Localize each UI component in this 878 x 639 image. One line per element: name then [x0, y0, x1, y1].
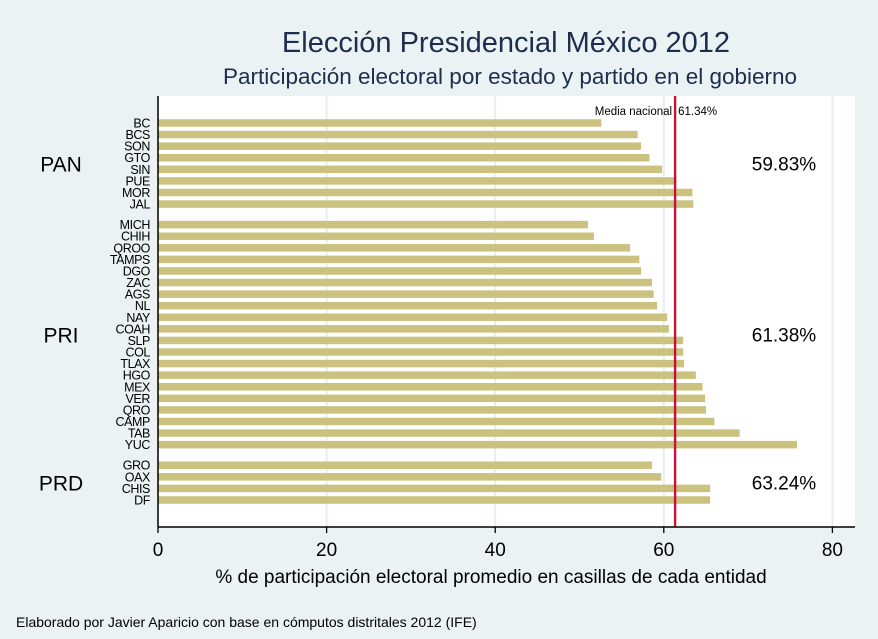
bar-chis: [158, 484, 711, 493]
bar-oax: [158, 473, 662, 481]
x-tick-label: 40: [485, 540, 506, 561]
state-label: DGO: [123, 264, 151, 278]
state-label: NL: [135, 299, 151, 313]
x-axis-label: % de participación electoral promedio en…: [215, 567, 766, 588]
bar-df: [158, 496, 711, 504]
state-label: MOR: [122, 186, 150, 200]
bars: [158, 119, 797, 504]
x-ticks: 0 20 40 60 80: [153, 527, 843, 561]
bar-mex: [158, 383, 703, 391]
bar-coah: [158, 325, 669, 333]
bar-qro: [158, 406, 706, 414]
group-label-prd: PRD: [39, 473, 83, 496]
bar-qroo: [158, 244, 631, 252]
state-label: VER: [125, 392, 150, 406]
x-tick-label: 80: [822, 540, 843, 561]
bar-pue: [158, 177, 677, 185]
state-label: TAB: [128, 427, 150, 441]
state-label: COL: [125, 346, 150, 360]
bar-col: [158, 348, 684, 356]
state-label: HGO: [123, 369, 151, 383]
state-label: CHIH: [121, 230, 150, 244]
bar-hgo: [158, 371, 696, 379]
group-mean-pri: 61.38%: [752, 326, 817, 347]
state-label: YUC: [125, 438, 151, 452]
state-label: SON: [124, 140, 150, 154]
bar-bc: [158, 119, 602, 127]
state-label: BC: [133, 117, 150, 131]
state-label: TLAX: [120, 357, 151, 371]
bar-ags: [158, 290, 654, 298]
state-label: DF: [134, 493, 151, 507]
bar-son: [158, 142, 642, 150]
state-label: SIN: [130, 163, 150, 177]
state-label: NAY: [126, 311, 151, 325]
chart-title: Elección Presidencial México 2012: [282, 27, 730, 59]
bar-sin: [158, 165, 663, 174]
state-label: GTO: [124, 151, 150, 165]
bar-jal: [158, 200, 694, 208]
state-label: SLP: [128, 334, 150, 348]
bar-tamps: [158, 255, 640, 264]
bar-ver: [158, 394, 706, 403]
group-mean-prd: 63.24%: [752, 474, 817, 495]
group-labels: PAN 59.83% PRI 61.38% PRD 63.24%: [39, 154, 816, 496]
x-tick-label: 0: [153, 540, 164, 561]
group-mean-pan: 59.83%: [752, 155, 817, 176]
bar-dgo: [158, 267, 642, 275]
bar-gro: [158, 461, 652, 469]
state-label: JAL: [130, 198, 151, 212]
state-label: TAMPS: [110, 253, 150, 267]
bar-chih: [158, 232, 594, 240]
bar-tab: [158, 429, 740, 437]
bar-gto: [158, 153, 650, 162]
x-tick-label: 20: [316, 540, 337, 561]
bar-nay: [158, 313, 668, 322]
state-label: MEX: [124, 380, 151, 394]
bar-zac: [158, 278, 652, 287]
group-label-pri: PRI: [43, 325, 78, 348]
state-label: PUE: [125, 174, 150, 188]
bar-mor: [158, 188, 693, 197]
state-label: MICH: [120, 218, 151, 232]
reference-line-label: Media nacional: [595, 106, 672, 118]
state-label: COAH: [115, 322, 150, 336]
bar-yuc: [158, 440, 797, 449]
bar-camp: [158, 417, 715, 426]
state-label: GRO: [123, 459, 151, 473]
x-tick-label: 60: [653, 540, 674, 561]
bar-slp: [158, 336, 684, 345]
bar-tlax: [158, 359, 685, 368]
state-label: BCS: [125, 128, 150, 142]
state-label: QROO: [113, 241, 150, 255]
group-label-pan: PAN: [40, 154, 82, 177]
chart-subtitle: Participación electoral por estado y par…: [223, 64, 797, 89]
reference-line-value: 61.34%: [678, 106, 717, 118]
state-label: AGS: [125, 288, 150, 302]
state-label: CHIS: [122, 482, 150, 496]
bar-mich: [158, 220, 588, 229]
state-label: QRO: [123, 403, 151, 417]
state-label: OAX: [125, 470, 151, 484]
source-note: Elaborado por Javier Aparicio con base e…: [16, 614, 477, 630]
state-label: ZAC: [126, 276, 150, 290]
bar-bcs: [158, 130, 638, 139]
bar-nl: [158, 301, 658, 310]
state-label: CAMP: [115, 415, 150, 429]
